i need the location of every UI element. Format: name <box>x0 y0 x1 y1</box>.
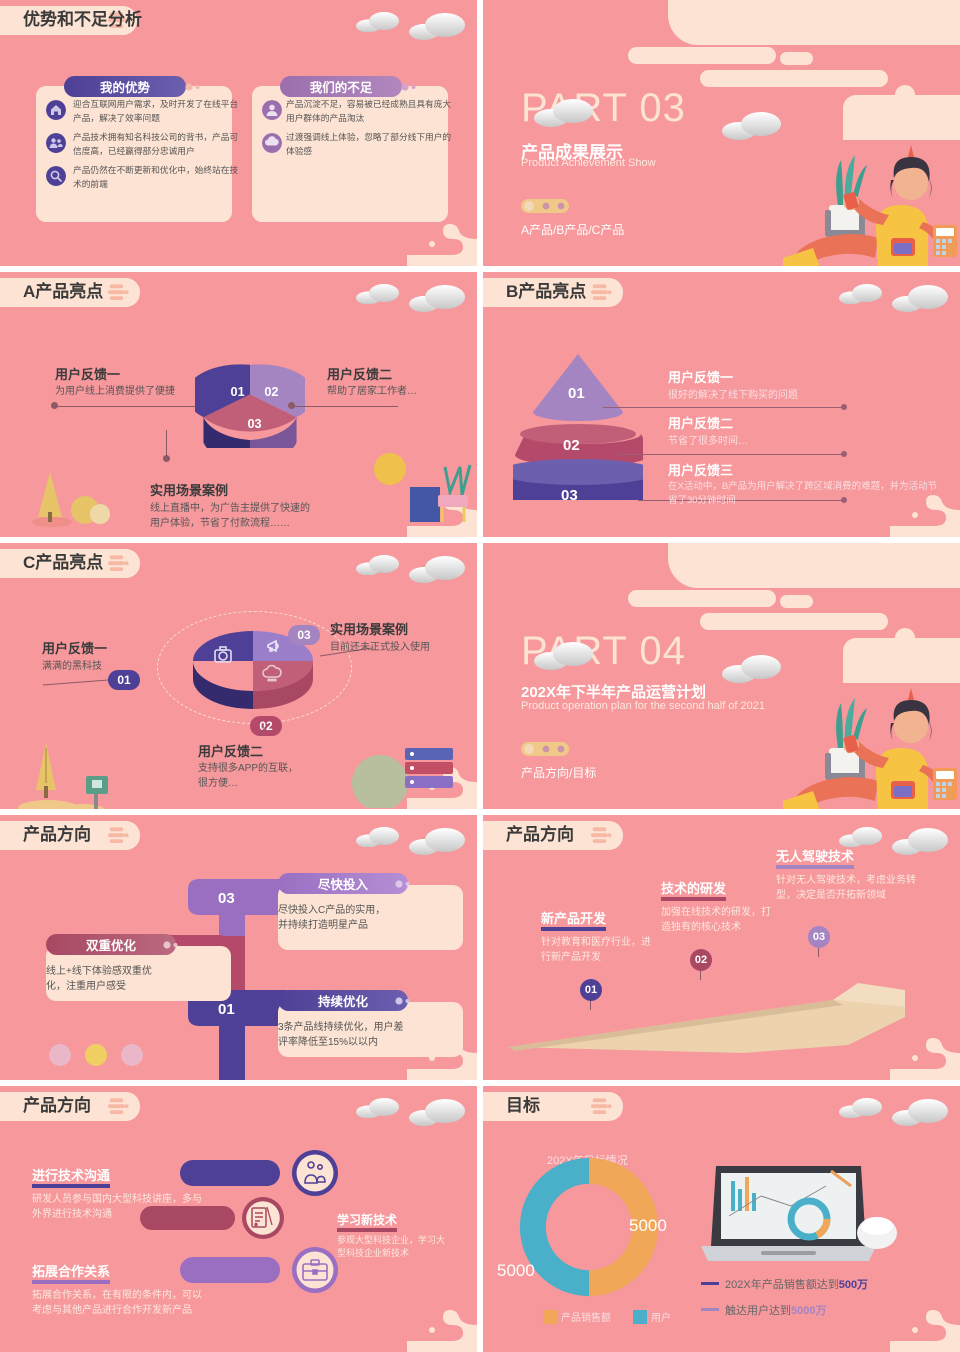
svg-text:03: 03 <box>247 417 261 431</box>
svg-text:02: 02 <box>563 437 580 454</box>
svg-text:03: 03 <box>561 487 578 500</box>
svg-text:01: 01 <box>568 385 585 402</box>
svg-text:03: 03 <box>218 890 235 907</box>
svg-text:01: 01 <box>231 385 245 399</box>
svg-text:01: 01 <box>218 1001 235 1018</box>
svg-text:02: 02 <box>264 385 278 399</box>
